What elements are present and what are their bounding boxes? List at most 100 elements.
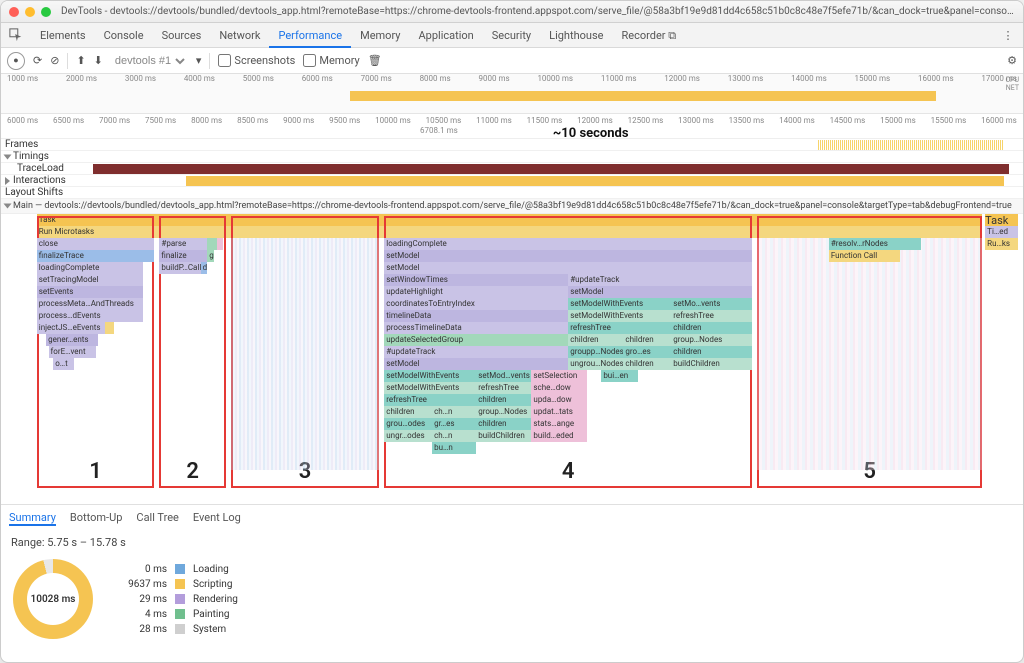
flame-frame[interactable]: #updateTrack bbox=[568, 274, 752, 286]
flame-frame[interactable]: setSelection bbox=[531, 370, 586, 382]
tab-console[interactable]: Console bbox=[95, 23, 153, 48]
flame-frame[interactable]: build…eded bbox=[531, 430, 586, 442]
profile-select[interactable]: devtools #1 bbox=[111, 54, 188, 68]
flame-frame[interactable]: setEvents bbox=[37, 286, 143, 298]
download-icon[interactable]: ⬇ bbox=[94, 54, 103, 67]
flame-frame[interactable]: ungr…odes bbox=[384, 430, 432, 442]
flame-frame[interactable]: g… bbox=[207, 250, 214, 262]
flame-frame[interactable]: gro…es bbox=[623, 346, 671, 358]
flame-frame[interactable]: ungrou…Nodes bbox=[568, 358, 623, 370]
flame-chart[interactable]: Task Run Microtasks Task Ti…ed Ru…ks 123… bbox=[1, 214, 1023, 504]
details-tab-summary[interactable]: Summary bbox=[9, 511, 56, 526]
flame-frame[interactable]: children bbox=[384, 406, 432, 418]
reload-icon[interactable]: ⟳ bbox=[33, 54, 42, 67]
memory-checkbox[interactable]: Memory bbox=[303, 54, 359, 67]
flame-frame[interactable]: #updateTrack bbox=[384, 346, 568, 358]
flame-frame[interactable]: close bbox=[37, 238, 155, 250]
flame-frame[interactable] bbox=[217, 238, 224, 250]
flame-frame[interactable]: coordinatesToEntryIndex bbox=[384, 298, 568, 310]
minimize-icon[interactable] bbox=[25, 7, 35, 17]
flame-frame[interactable]: loadingComplete bbox=[384, 238, 752, 250]
flame-frame[interactable]: children bbox=[623, 358, 671, 370]
flame-frame[interactable]: refreshTree bbox=[568, 322, 671, 334]
maximize-icon[interactable] bbox=[41, 7, 51, 17]
flame-frame[interactable]: o…t bbox=[53, 358, 74, 370]
flame-frame[interactable]: setModel bbox=[384, 262, 752, 274]
details-tab-calltree[interactable]: Call Tree bbox=[136, 511, 178, 526]
flame-frame[interactable]: d… bbox=[201, 262, 208, 274]
flame-frame[interactable]: injectJS…eEvents bbox=[37, 322, 105, 334]
flame-frame[interactable]: finalize bbox=[159, 250, 207, 262]
flame-frame[interactable] bbox=[105, 322, 114, 334]
flame-frame[interactable]: #parse bbox=[159, 238, 207, 250]
tab-memory[interactable]: Memory bbox=[351, 23, 409, 48]
chevron-right-icon[interactable] bbox=[5, 177, 10, 185]
flame-frame[interactable]: updateHighlight bbox=[384, 286, 568, 298]
flame-frame[interactable]: setModel bbox=[568, 286, 752, 298]
flame-frame[interactable]: bu…n bbox=[432, 442, 476, 454]
flame-frame[interactable]: stats…ange bbox=[531, 418, 586, 430]
flame-frame[interactable]: timelineData bbox=[384, 310, 568, 322]
flame-frame[interactable]: gener…ents bbox=[46, 334, 98, 346]
flame-frame[interactable]: upda…dow bbox=[531, 394, 586, 406]
flame-frame[interactable]: group…Nodes bbox=[671, 334, 752, 346]
flame-resolv[interactable]: #resolv…rNodes bbox=[829, 238, 921, 250]
timings-track[interactable]: Timings bbox=[1, 151, 1023, 163]
tab-sources[interactable]: Sources bbox=[153, 23, 211, 48]
flame-frame[interactable]: children bbox=[671, 346, 752, 358]
flame-frame[interactable]: setWindowTimes bbox=[384, 274, 568, 286]
flame-frame[interactable]: children bbox=[476, 418, 531, 430]
frames-track[interactable]: Frames bbox=[1, 139, 1023, 151]
flame-frame[interactable]: refreshTree bbox=[671, 310, 752, 322]
flame-frame[interactable] bbox=[207, 238, 216, 250]
flame-frame[interactable]: loadingComplete bbox=[37, 262, 143, 274]
flame-frame[interactable]: group…Nodes bbox=[476, 406, 531, 418]
flame-frame[interactable] bbox=[384, 442, 432, 454]
tab-elements[interactable]: Elements bbox=[31, 23, 95, 48]
tab-performance[interactable]: Performance bbox=[269, 23, 351, 48]
flame-frame[interactable]: sche…dow bbox=[531, 382, 586, 394]
flame-frame[interactable]: bui…en bbox=[601, 370, 638, 382]
timeline-ruler[interactable]: 6000 ms6500 ms7000 ms7500 ms8000 ms8500 … bbox=[1, 114, 1023, 126]
traceload-row[interactable]: TraceLoad bbox=[1, 163, 1023, 175]
flame-frame[interactable]: finalizeTrace bbox=[37, 250, 155, 262]
flame-frame[interactable]: buildP…Calls bbox=[159, 262, 200, 274]
flame-ti[interactable]: Ti…ed bbox=[985, 226, 1018, 238]
record-button[interactable]: ● bbox=[7, 52, 25, 70]
flame-frame[interactable]: updat…tats bbox=[531, 406, 586, 418]
chevron-down-icon[interactable] bbox=[4, 154, 12, 159]
details-tab-eventlog[interactable]: Event Log bbox=[193, 511, 241, 526]
flame-frame[interactable]: setMod…vents bbox=[476, 370, 531, 382]
gear-icon[interactable]: ⚙ bbox=[1007, 54, 1017, 67]
chevron-down-icon[interactable] bbox=[4, 204, 12, 209]
close-icon[interactable] bbox=[9, 7, 19, 17]
tab-security[interactable]: Security bbox=[483, 23, 540, 48]
flame-frame[interactable]: children bbox=[568, 334, 623, 346]
trash-icon[interactable]: 🗑 bbox=[368, 54, 382, 67]
flame-frame[interactable]: refreshTree bbox=[384, 394, 476, 406]
flame-frame[interactable]: gr…es bbox=[432, 418, 476, 430]
overview-strip[interactable]: 1000 ms2000 ms3000 ms4000 ms5000 ms6000 … bbox=[1, 74, 1023, 114]
more-icon[interactable]: ⋮ bbox=[997, 24, 1019, 46]
inspect-icon[interactable] bbox=[5, 24, 27, 46]
upload-icon[interactable]: ⬆ bbox=[76, 54, 85, 67]
flame-frame[interactable]: grou…odes bbox=[384, 418, 432, 430]
flame-funccall[interactable]: Function Call bbox=[829, 250, 901, 262]
details-tab-bottomup[interactable]: Bottom-Up bbox=[70, 511, 123, 526]
flame-frame[interactable]: setModel bbox=[384, 250, 752, 262]
flame-frame[interactable]: children bbox=[623, 334, 671, 346]
flame-frame[interactable]: setModelWithEvents bbox=[384, 370, 476, 382]
interactions-track[interactable]: Interactions bbox=[1, 175, 1023, 187]
flame-frame[interactable]: children bbox=[671, 322, 752, 334]
flame-frame[interactable]: ch…n bbox=[432, 430, 476, 442]
layoutshifts-track[interactable]: Layout Shifts bbox=[1, 187, 1023, 199]
screenshots-checkbox[interactable]: Screenshots bbox=[218, 54, 295, 67]
flame-frame[interactable]: children bbox=[476, 394, 531, 406]
flame-task-right[interactable]: Task bbox=[985, 214, 1018, 226]
flame-frame[interactable]: processMeta…AndThreads bbox=[37, 298, 143, 310]
tab-application[interactable]: Application bbox=[409, 23, 482, 48]
flame-frame[interactable]: forE…vent bbox=[49, 346, 96, 358]
flame-frame[interactable]: setModelWithEvents bbox=[384, 382, 476, 394]
flame-frame[interactable]: setModelWithEvents bbox=[568, 310, 671, 322]
flame-frame[interactable]: process…dEvents bbox=[37, 310, 143, 322]
